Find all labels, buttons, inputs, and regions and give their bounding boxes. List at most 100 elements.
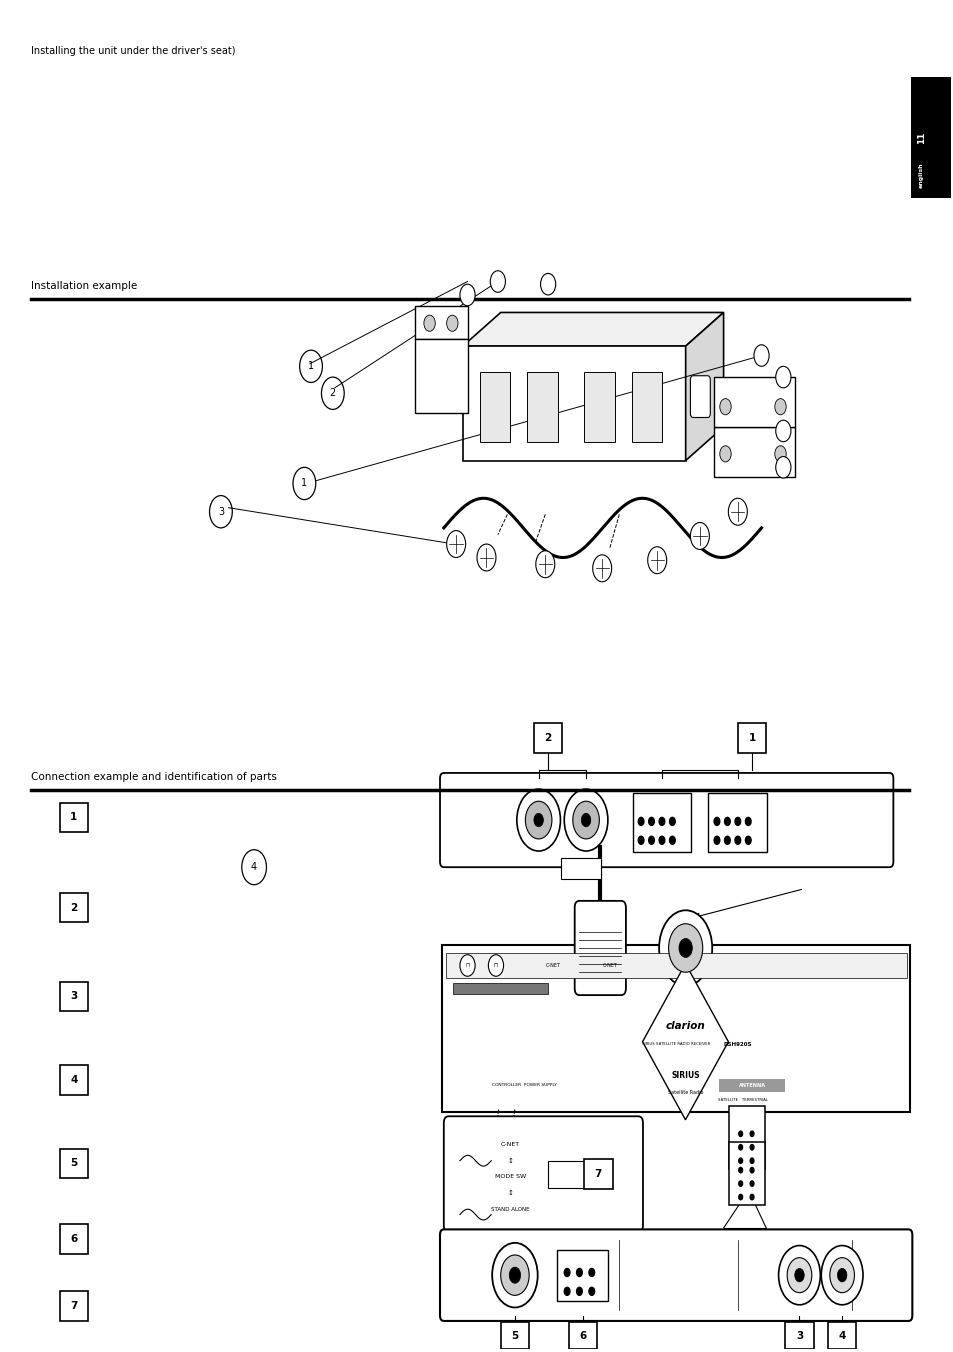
FancyBboxPatch shape	[60, 803, 88, 833]
Circle shape	[588, 1268, 594, 1276]
Text: C-NET: C-NET	[545, 963, 559, 968]
Circle shape	[476, 544, 496, 571]
Circle shape	[753, 345, 768, 366]
Text: 6: 6	[579, 1330, 586, 1341]
Text: 6: 6	[71, 1234, 77, 1244]
Circle shape	[794, 1268, 803, 1282]
Circle shape	[749, 1159, 753, 1164]
Circle shape	[775, 457, 790, 479]
Circle shape	[714, 837, 720, 844]
FancyBboxPatch shape	[500, 1322, 529, 1349]
FancyBboxPatch shape	[574, 900, 625, 995]
Text: MODE SW: MODE SW	[494, 1175, 525, 1179]
Text: 5: 5	[511, 1330, 518, 1341]
Circle shape	[774, 399, 785, 415]
Bar	[445, 953, 905, 977]
Text: clarion: clarion	[665, 1021, 704, 1030]
FancyBboxPatch shape	[583, 1160, 612, 1188]
Text: SATELLITE   TERRESTRIAL: SATELLITE TERRESTRIAL	[717, 1098, 767, 1102]
Circle shape	[638, 837, 643, 844]
Text: C-NET: C-NET	[601, 963, 617, 968]
Circle shape	[534, 814, 543, 827]
Circle shape	[778, 1245, 820, 1305]
Circle shape	[500, 1255, 529, 1295]
Circle shape	[563, 1268, 569, 1276]
Circle shape	[659, 837, 664, 844]
Circle shape	[669, 818, 675, 826]
Bar	[548, 1161, 595, 1187]
FancyBboxPatch shape	[708, 794, 766, 852]
Polygon shape	[714, 377, 794, 427]
FancyBboxPatch shape	[60, 1065, 88, 1095]
Text: 2: 2	[544, 733, 551, 744]
Text: C-NET: C-NET	[500, 1142, 519, 1146]
FancyBboxPatch shape	[568, 1322, 597, 1349]
Polygon shape	[462, 346, 685, 461]
Text: 2: 2	[330, 388, 335, 399]
Text: 5: 5	[71, 1159, 77, 1168]
Circle shape	[492, 1242, 537, 1307]
Bar	[910, 77, 950, 197]
Circle shape	[588, 1287, 594, 1295]
Circle shape	[659, 818, 664, 826]
Polygon shape	[642, 964, 727, 1119]
Bar	[719, 1079, 784, 1092]
FancyBboxPatch shape	[60, 1149, 88, 1178]
Circle shape	[738, 1168, 741, 1172]
FancyBboxPatch shape	[60, 1291, 88, 1321]
Circle shape	[648, 818, 654, 826]
Text: Installing the unit under the driver's seat): Installing the unit under the driver's s…	[31, 46, 235, 57]
Circle shape	[580, 814, 590, 827]
FancyBboxPatch shape	[60, 892, 88, 922]
FancyBboxPatch shape	[690, 376, 710, 418]
Circle shape	[749, 1168, 753, 1172]
Circle shape	[576, 1287, 581, 1295]
Text: ↕: ↕	[507, 1190, 513, 1197]
FancyBboxPatch shape	[784, 1322, 813, 1349]
Text: ⊓: ⊓	[465, 963, 469, 968]
Circle shape	[540, 273, 556, 295]
Circle shape	[509, 1267, 520, 1283]
Polygon shape	[415, 339, 467, 414]
Polygon shape	[462, 312, 722, 346]
FancyBboxPatch shape	[583, 372, 614, 442]
Text: 3: 3	[71, 991, 77, 1002]
Text: DSH920S: DSH920S	[722, 1042, 751, 1046]
Circle shape	[648, 837, 654, 844]
Circle shape	[738, 1159, 741, 1164]
FancyBboxPatch shape	[728, 1142, 764, 1205]
Text: 1: 1	[301, 479, 307, 488]
Circle shape	[572, 802, 598, 840]
FancyBboxPatch shape	[60, 982, 88, 1011]
Circle shape	[738, 1132, 741, 1137]
Text: 3: 3	[795, 1330, 802, 1341]
Text: CONTROLLER  POWER SUPPLY: CONTROLLER POWER SUPPLY	[492, 1083, 557, 1087]
Circle shape	[744, 818, 750, 826]
Text: 2: 2	[71, 903, 77, 913]
Circle shape	[720, 399, 730, 415]
FancyBboxPatch shape	[632, 794, 691, 852]
Text: SIRIUS SATELLITE RADIO RECEIVER: SIRIUS SATELLITE RADIO RECEIVER	[641, 1042, 709, 1046]
Circle shape	[517, 790, 559, 850]
FancyBboxPatch shape	[557, 1249, 607, 1301]
Text: 4: 4	[838, 1330, 845, 1341]
Text: STAND ALONE: STAND ALONE	[491, 1207, 529, 1211]
Circle shape	[647, 546, 666, 573]
Circle shape	[459, 284, 475, 306]
Circle shape	[723, 837, 729, 844]
Circle shape	[738, 1194, 741, 1199]
Text: ↕: ↕	[507, 1157, 513, 1164]
FancyBboxPatch shape	[479, 372, 510, 442]
Circle shape	[488, 955, 503, 976]
Circle shape	[734, 818, 740, 826]
Circle shape	[749, 1145, 753, 1151]
Text: ANTENNA: ANTENNA	[738, 1083, 764, 1088]
Circle shape	[576, 1268, 581, 1276]
Circle shape	[536, 550, 555, 577]
Text: 1: 1	[748, 733, 755, 744]
Circle shape	[829, 1257, 854, 1293]
Circle shape	[734, 837, 740, 844]
Circle shape	[744, 837, 750, 844]
Circle shape	[563, 1287, 569, 1295]
FancyBboxPatch shape	[439, 1229, 911, 1321]
